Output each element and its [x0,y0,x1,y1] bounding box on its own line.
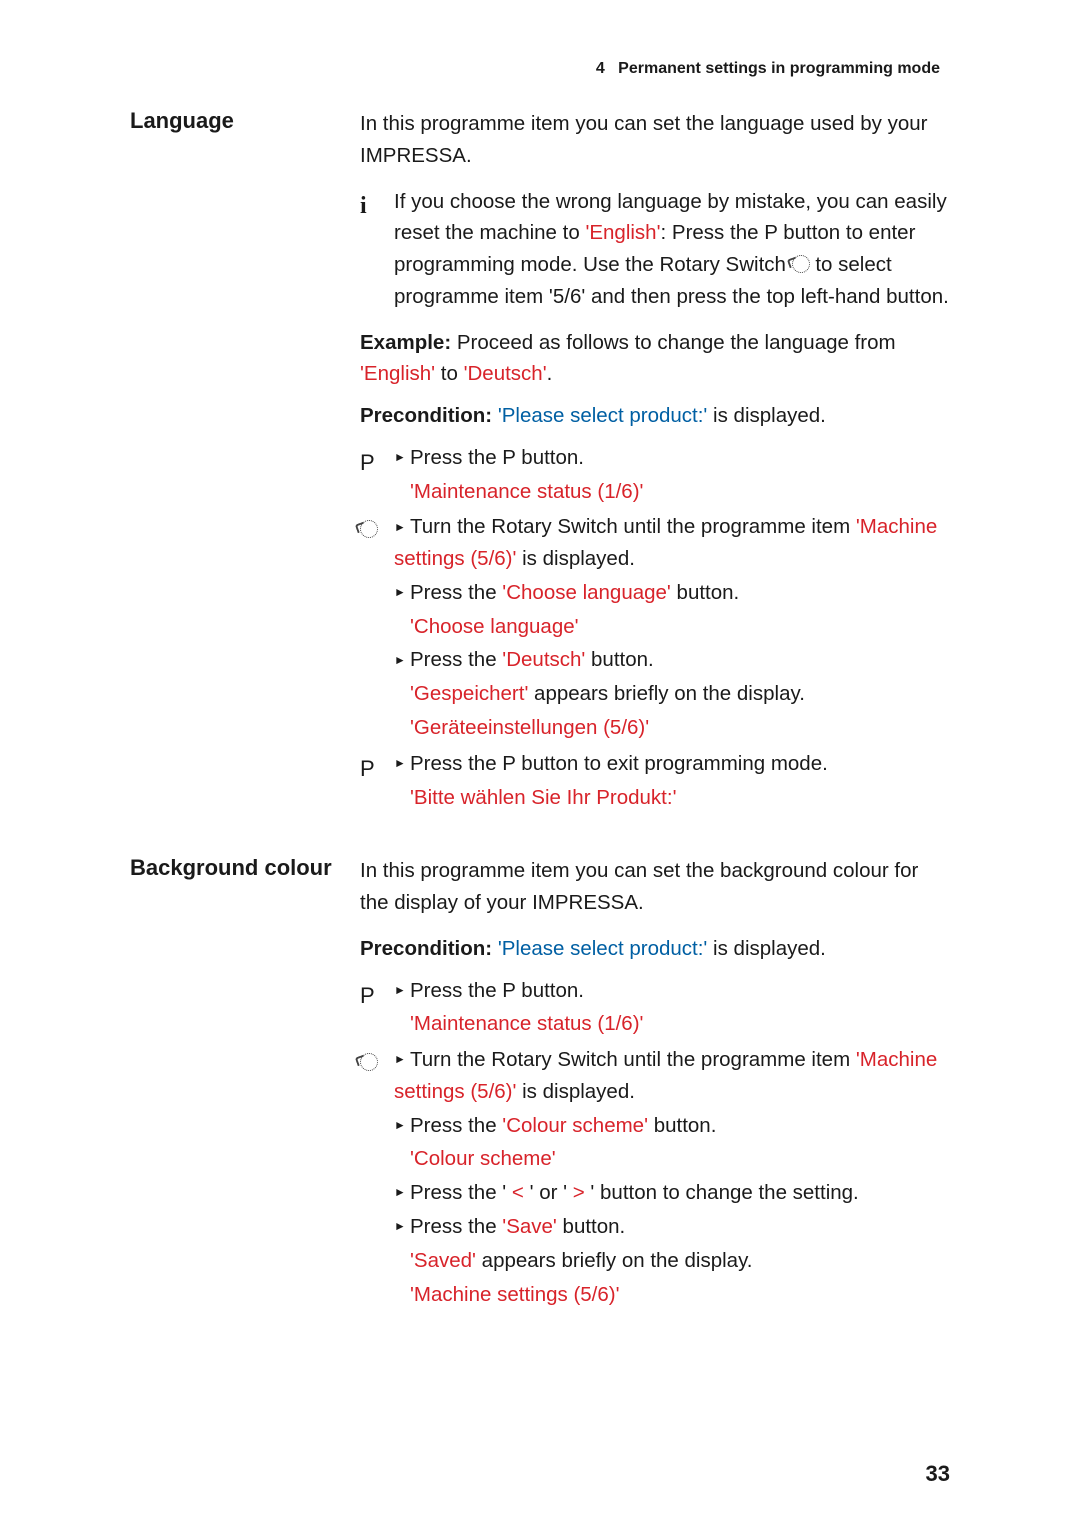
t: is displayed. [516,1080,635,1103]
section-language: Language In this programme item you can … [130,108,950,815]
t: 'Saved' [410,1249,476,1272]
step: P Press the P button to exit programming… [360,748,950,816]
t: Press the P button to exit programming m… [410,752,828,775]
heading-bgcolour: Background colour [130,855,360,1312]
content-bgcolour: In this programme item you can set the b… [360,855,950,1312]
line: Press the 'Deutsch' button. [394,644,950,676]
t: button. [585,648,653,671]
t: is displayed. [516,547,635,570]
t: 'English' [360,362,435,385]
step-text: Press the P button. 'Maintenance status … [394,975,950,1043]
info-text: If you choose the wrong language by mist… [394,186,950,313]
t: 'Gespeichert' [410,682,528,705]
line: Press the P button. [394,975,950,1007]
step-text: Press the P button. 'Maintenance status … [394,442,950,510]
line: Press the 'Choose language' button. [394,577,950,609]
t: button. [648,1114,716,1137]
p-icon: P [360,975,394,1013]
line: Press the P button. [394,442,950,474]
t: 'Maintenance status (1/6)' [394,1008,950,1040]
p-icon: P [360,748,394,786]
line: Press the 'Colour scheme' button. [394,1110,950,1142]
t: 'Deutsch' [464,362,547,385]
line: Turn the Rotary Switch until the program… [394,1044,950,1108]
rotary-switch-icon [360,511,394,546]
lang-intro: In this programme item you can set the l… [360,108,950,172]
t: 'Geräteeinstellungen (5/6)' [394,712,950,744]
precond-line: Precondition: 'Please select product:' i… [360,933,950,965]
page-header: 4 Permanent settings in programming mode [130,60,950,78]
t: 'Choose language' [394,611,950,643]
info-icon: i [360,186,394,225]
t: 'Save' [502,1215,557,1238]
content-language: In this programme item you can set the l… [360,108,950,815]
t: . [547,362,553,385]
t: 'Please select product:' [498,937,708,960]
step: P Press the P button. 'Maintenance statu… [360,442,950,510]
t: 'Choose language' [502,581,671,604]
line: 'Gespeichert' appears briefly on the dis… [394,678,950,710]
t: Press the P button. [410,446,584,469]
t: is displayed. [707,404,826,427]
t: is displayed. [707,937,826,960]
step-text: Press the P button to exit programming m… [394,748,950,816]
t: > [567,1181,590,1204]
t: Press the ' [410,1181,506,1204]
line: Press the P button to exit programming m… [394,748,950,780]
heading-language: Language [130,108,360,815]
t: ' button to change the setting. [590,1181,858,1204]
t: Turn the Rotary Switch until the program… [410,515,856,538]
t: 'Colour scheme' [502,1114,648,1137]
bg-intro: In this programme item you can set the b… [360,855,950,919]
t: Precondition: [360,404,492,427]
t: 'English' [585,221,660,244]
line: Press the ' < ' or ' > ' button to chang… [394,1177,950,1209]
t: 'Maintenance status (1/6)' [394,476,950,508]
info-row: i If you choose the wrong language by mi… [360,186,950,313]
t: Press the [410,648,502,671]
t: appears briefly on the display. [476,1249,753,1272]
t: Press the [410,1114,502,1137]
section-bgcolour: Background colour In this programme item… [130,855,950,1312]
t: 'Colour scheme' [394,1143,950,1175]
t: Example: [360,331,451,354]
t: Precondition: [360,937,492,960]
rotary-switch-icon [360,1044,394,1079]
t: Press the P button. [410,979,584,1002]
line: 'Saved' appears briefly on the display. [394,1245,950,1277]
t: button. [557,1215,625,1238]
t: 'Bitte wählen Sie Ihr Produkt:' [394,782,950,814]
t: appears briefly on the display. [528,682,805,705]
t: Press the [410,581,502,604]
step-text: Turn the Rotary Switch until the program… [394,1044,950,1312]
rotary-switch-icon [792,255,810,273]
chapter-title: Permanent settings in programming mode [618,60,940,77]
precond-line: Precondition: 'Please select product:' i… [360,400,950,432]
t: 'Please select product:' [498,404,708,427]
t: Press the [410,1215,502,1238]
step: Turn the Rotary Switch until the program… [360,1044,950,1312]
t: Turn the Rotary Switch until the program… [410,1048,856,1071]
step-text: Turn the Rotary Switch until the program… [394,511,950,745]
t: to [435,362,464,385]
t: < [506,1181,529,1204]
line: Press the 'Save' button. [394,1211,950,1243]
step: Turn the Rotary Switch until the program… [360,511,950,745]
chapter-num: 4 [596,60,605,77]
step: P Press the P button. 'Maintenance statu… [360,975,950,1043]
t: button. [671,581,739,604]
line: Turn the Rotary Switch until the program… [394,511,950,575]
t: Proceed as follows to change the languag… [451,331,895,354]
t: ' or ' [530,1181,567,1204]
page-number: 33 [926,1461,950,1487]
t: 'Deutsch' [502,648,585,671]
p-icon: P [360,442,394,480]
example-line: Example: Proceed as follows to change th… [360,327,950,391]
t: 'Machine settings (5/6)' [394,1279,950,1311]
